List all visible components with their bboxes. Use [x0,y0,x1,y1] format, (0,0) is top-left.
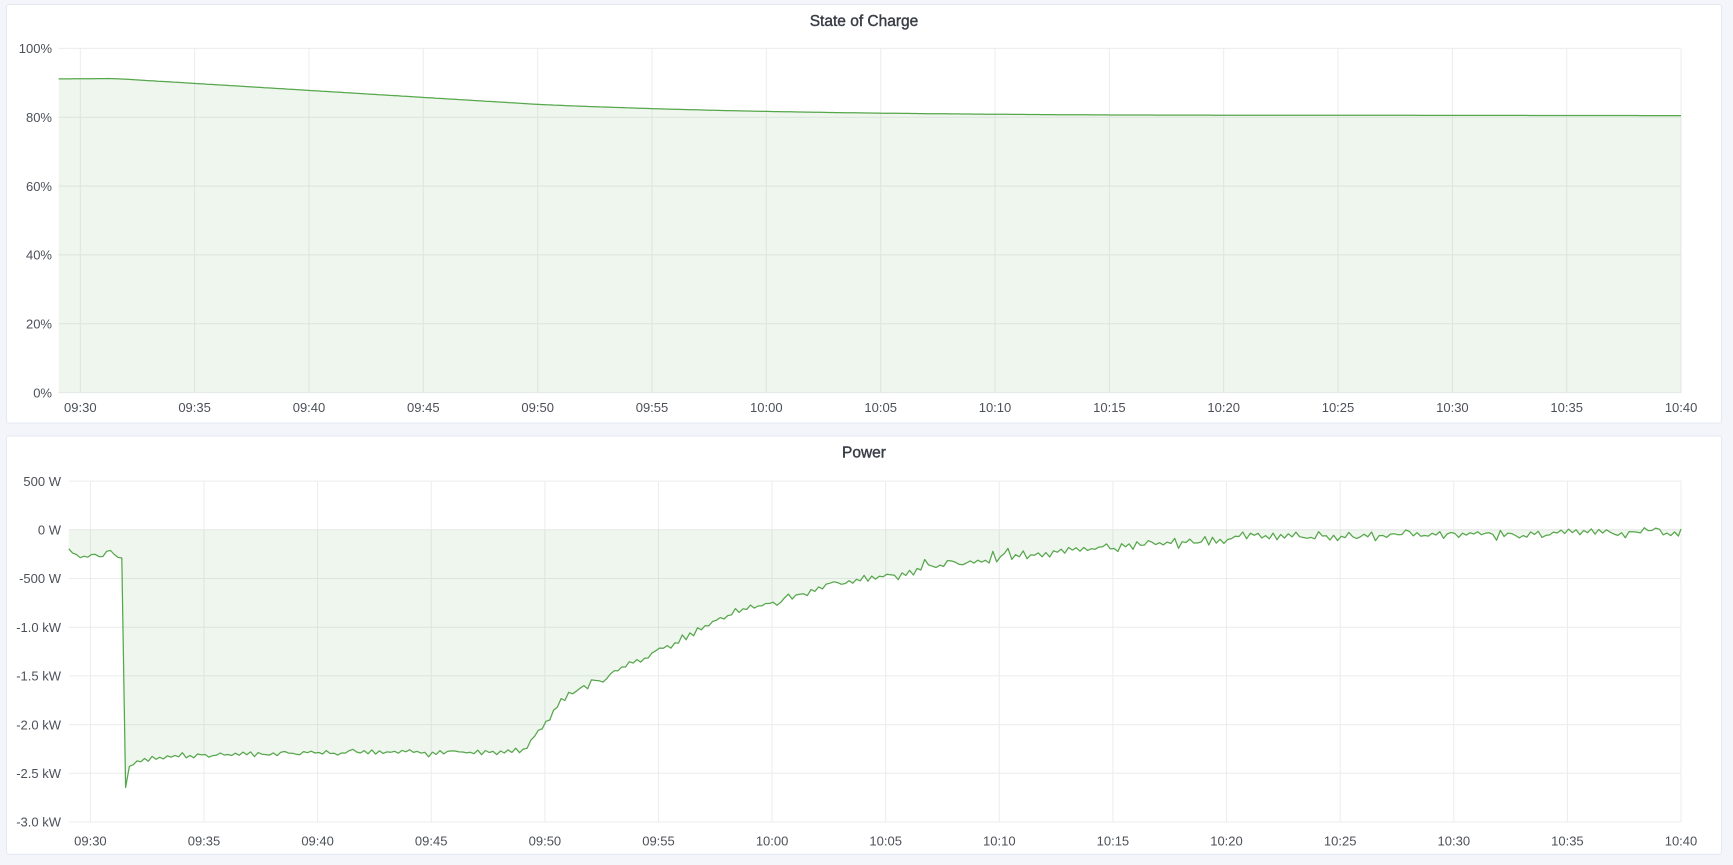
svg-text:0%: 0% [33,385,52,400]
svg-text:09:40: 09:40 [293,400,326,415]
svg-text:Power: Power [842,445,886,462]
svg-text:0 W: 0 W [38,523,62,538]
svg-text:40%: 40% [26,248,52,263]
svg-text:20%: 20% [26,317,52,332]
svg-text:10:00: 10:00 [750,400,783,415]
svg-text:60%: 60% [26,179,52,194]
svg-text:-500 W: -500 W [19,571,62,586]
svg-text:09:40: 09:40 [301,833,334,848]
svg-text:10:30: 10:30 [1436,400,1469,415]
svg-text:-2.5 kW: -2.5 kW [16,766,62,781]
svg-text:10:40: 10:40 [1665,833,1698,848]
svg-text:09:30: 09:30 [74,833,107,848]
svg-text:10:25: 10:25 [1324,833,1357,848]
svg-text:-2.0 kW: -2.0 kW [16,717,62,732]
svg-text:09:35: 09:35 [188,833,221,848]
svg-text:10:35: 10:35 [1551,833,1584,848]
svg-text:-3.0 kW: -3.0 kW [16,815,62,830]
svg-text:500 W: 500 W [23,474,61,489]
svg-text:10:15: 10:15 [1093,400,1126,415]
svg-text:10:20: 10:20 [1210,833,1243,848]
svg-text:10:20: 10:20 [1207,400,1240,415]
svg-text:80%: 80% [26,110,52,125]
svg-text:09:35: 09:35 [178,400,211,415]
svg-text:10:05: 10:05 [864,400,897,415]
svg-text:09:55: 09:55 [636,400,669,415]
svg-text:09:45: 09:45 [407,400,440,415]
svg-text:10:40: 10:40 [1665,400,1698,415]
svg-text:09:30: 09:30 [64,400,97,415]
svg-text:10:10: 10:10 [979,400,1012,415]
svg-text:-1.0 kW: -1.0 kW [16,620,62,635]
svg-text:10:15: 10:15 [1097,833,1130,848]
svg-text:10:05: 10:05 [869,833,902,848]
svg-text:09:45: 09:45 [415,833,448,848]
svg-text:09:50: 09:50 [529,833,562,848]
svg-text:10:00: 10:00 [756,833,789,848]
svg-text:10:10: 10:10 [983,833,1016,848]
svg-text:10:35: 10:35 [1550,400,1583,415]
svg-text:09:55: 09:55 [642,833,675,848]
svg-text:100%: 100% [19,41,53,56]
svg-text:10:30: 10:30 [1438,833,1471,848]
svg-text:10:25: 10:25 [1322,400,1355,415]
svg-text:-1.5 kW: -1.5 kW [16,669,62,684]
svg-text:09:50: 09:50 [521,400,554,415]
svg-text:State of Charge: State of Charge [810,13,919,30]
